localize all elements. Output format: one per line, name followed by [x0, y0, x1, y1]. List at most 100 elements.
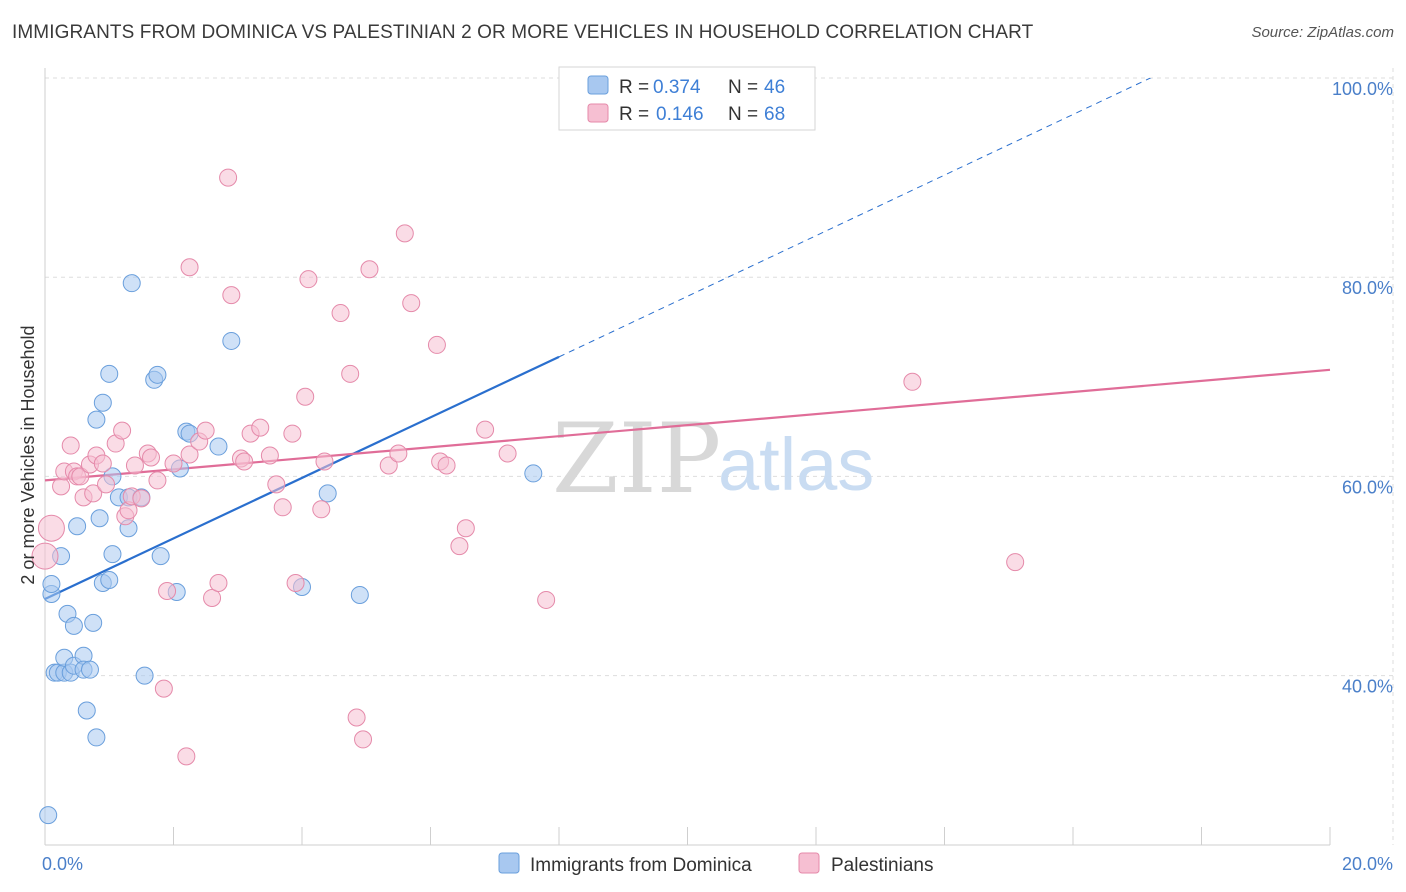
- point-palestinians: [37, 514, 65, 542]
- watermark: ZIP atlas: [552, 403, 874, 515]
- point-palestinians: [427, 335, 446, 354]
- point-palestinians: [148, 471, 167, 490]
- point-palestinians: [84, 484, 103, 503]
- point-palestinians: [402, 294, 421, 313]
- legend-swatch-dominica: [498, 852, 520, 874]
- trend-lines: [44, 78, 1331, 600]
- point-dominica: [524, 464, 543, 483]
- point-palestinians: [251, 418, 270, 437]
- point-palestinians: [180, 258, 199, 277]
- legend-label-dominica: Immigrants from Dominica: [530, 855, 752, 876]
- point-dominica: [42, 575, 61, 594]
- point-palestinians: [456, 519, 475, 538]
- legend-r-value: 0.146: [656, 104, 704, 125]
- point-palestinians: [125, 456, 144, 475]
- point-dominica: [148, 365, 167, 384]
- point-palestinians: [1006, 553, 1025, 572]
- point-palestinians: [142, 448, 161, 467]
- legend-r-label: R =: [619, 77, 649, 98]
- point-palestinians: [219, 168, 238, 187]
- point-palestinians: [312, 500, 331, 519]
- point-palestinians: [273, 498, 292, 517]
- legend-n-value: 46: [764, 77, 785, 98]
- point-palestinians: [203, 588, 222, 607]
- legend-n-label: N =: [728, 104, 758, 125]
- trend-line-solid: [44, 368, 1331, 482]
- point-palestinians: [395, 224, 414, 243]
- point-dominica: [77, 701, 96, 720]
- point-dominica: [100, 571, 119, 590]
- legend-r-label: R =: [619, 104, 649, 125]
- x-tick-label: 20.0%: [1342, 854, 1393, 874]
- watermark-zip: ZIP: [552, 403, 721, 515]
- source-credit: Source: ZipAtlas.com: [1251, 24, 1394, 41]
- point-dominica: [350, 585, 369, 604]
- y-tick-labels: 40.0% 60.0% 80.0% 100.0%: [1332, 79, 1393, 697]
- point-palestinians: [97, 475, 116, 494]
- point-dominica: [151, 547, 170, 566]
- point-palestinians: [903, 372, 922, 391]
- x-tick-labels: 0.0% 20.0%: [42, 854, 1393, 874]
- point-dominica: [80, 660, 99, 679]
- point-palestinians: [299, 270, 318, 289]
- point-palestinians: [360, 260, 379, 279]
- point-dominica: [90, 509, 109, 528]
- data-points: [31, 71, 1025, 825]
- legend-label-palestinians: Palestinians: [831, 855, 933, 876]
- chart-title: IMMIGRANTS FROM DOMINICA VS PALESTINIAN …: [12, 22, 1034, 43]
- legend-n-value: 68: [764, 104, 785, 125]
- point-dominica: [100, 364, 119, 383]
- point-dominica: [93, 393, 112, 412]
- point-palestinians: [113, 421, 132, 440]
- legend-top: R = 0.374 N = 46 R = 0.146 N = 68: [558, 66, 816, 131]
- point-dominica: [87, 410, 106, 429]
- grid-lines: [45, 68, 1394, 845]
- trend-line-dashed: [558, 78, 1152, 358]
- point-palestinians: [177, 747, 196, 766]
- point-palestinians: [61, 436, 80, 455]
- point-palestinians: [267, 475, 286, 494]
- y-tick-label: 40.0%: [1342, 677, 1393, 697]
- point-palestinians: [222, 286, 241, 305]
- legend-bottom: Immigrants from Dominica Palestinians: [498, 852, 933, 876]
- point-palestinians: [341, 364, 360, 383]
- legend-swatch-palestinians: [587, 103, 609, 123]
- y-tick-label: 100.0%: [1332, 79, 1393, 99]
- point-dominica: [39, 806, 58, 825]
- point-dominica: [318, 484, 337, 503]
- point-dominica: [103, 545, 122, 564]
- point-dominica: [68, 517, 87, 536]
- point-palestinians: [498, 444, 517, 463]
- point-palestinians: [209, 574, 228, 593]
- point-dominica: [64, 616, 83, 635]
- legend-n-label: N =: [728, 77, 758, 98]
- point-palestinians: [437, 456, 456, 475]
- y-axis-label: 2 or more Vehicles in Household: [18, 325, 38, 584]
- legend-swatch-dominica: [587, 75, 609, 95]
- x-tick-label: 0.0%: [42, 854, 83, 874]
- point-palestinians: [296, 387, 315, 406]
- axes: [44, 68, 1331, 846]
- point-palestinians: [164, 454, 183, 473]
- point-dominica: [122, 274, 141, 293]
- point-palestinians: [71, 467, 90, 486]
- watermark-atlas: atlas: [718, 423, 874, 506]
- point-palestinians: [450, 537, 469, 556]
- legend-r-value: 0.374: [653, 77, 701, 98]
- point-palestinians: [354, 730, 373, 749]
- point-palestinians: [158, 581, 177, 600]
- y-tick-label: 80.0%: [1342, 278, 1393, 298]
- point-palestinians: [180, 445, 199, 464]
- point-dominica: [87, 728, 106, 747]
- point-palestinians: [283, 424, 302, 443]
- point-palestinians: [389, 444, 408, 463]
- point-palestinians: [315, 452, 334, 471]
- trend-line-solid: [44, 355, 560, 600]
- point-palestinians: [379, 456, 398, 475]
- point-palestinians: [31, 542, 59, 570]
- point-palestinians: [286, 574, 305, 593]
- point-dominica: [135, 666, 154, 685]
- point-palestinians: [260, 446, 279, 465]
- point-palestinians: [154, 679, 173, 698]
- y-tick-label: 60.0%: [1342, 477, 1393, 497]
